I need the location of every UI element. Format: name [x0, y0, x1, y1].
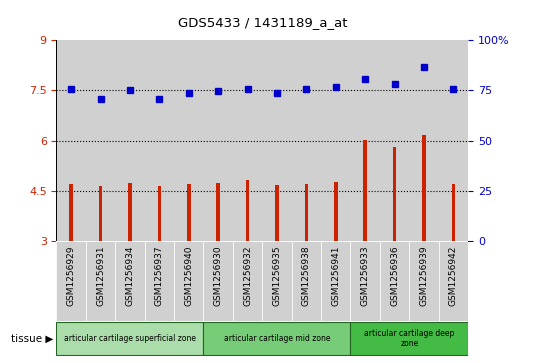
- Bar: [321, 241, 350, 321]
- Bar: [174, 40, 203, 241]
- Text: GDS5433 / 1431189_a_at: GDS5433 / 1431189_a_at: [178, 16, 347, 29]
- Bar: [321, 40, 350, 241]
- Bar: [350, 322, 468, 355]
- Text: GSM1256942: GSM1256942: [449, 245, 458, 306]
- Text: GSM1256929: GSM1256929: [67, 245, 76, 306]
- Bar: [174, 241, 203, 321]
- Bar: [115, 40, 145, 241]
- Text: GSM1256938: GSM1256938: [302, 245, 311, 306]
- Bar: [393, 147, 397, 241]
- Bar: [451, 184, 455, 241]
- Text: GSM1256935: GSM1256935: [272, 245, 281, 306]
- Bar: [275, 185, 279, 241]
- Bar: [233, 40, 262, 241]
- Bar: [115, 241, 145, 321]
- Bar: [203, 40, 233, 241]
- Text: GSM1256930: GSM1256930: [214, 245, 223, 306]
- Text: GSM1256934: GSM1256934: [125, 245, 134, 306]
- Bar: [422, 135, 426, 241]
- Text: articular cartilage superficial zone: articular cartilage superficial zone: [64, 334, 196, 343]
- Bar: [145, 241, 174, 321]
- Bar: [262, 241, 292, 321]
- Bar: [438, 40, 468, 241]
- Bar: [305, 184, 308, 241]
- Text: GSM1256936: GSM1256936: [390, 245, 399, 306]
- Bar: [292, 241, 321, 321]
- Bar: [145, 40, 174, 241]
- Bar: [380, 241, 409, 321]
- Bar: [86, 40, 115, 241]
- Bar: [292, 40, 321, 241]
- Text: GSM1256931: GSM1256931: [96, 245, 105, 306]
- Text: articular cartilage mid zone: articular cartilage mid zone: [224, 334, 330, 343]
- Bar: [158, 186, 161, 241]
- Text: GSM1256941: GSM1256941: [331, 245, 340, 306]
- Bar: [99, 186, 102, 241]
- Bar: [246, 180, 249, 241]
- Text: tissue ▶: tissue ▶: [11, 334, 54, 343]
- Text: GSM1256933: GSM1256933: [360, 245, 370, 306]
- Bar: [56, 322, 203, 355]
- Text: GSM1256937: GSM1256937: [155, 245, 164, 306]
- Bar: [334, 182, 337, 241]
- Bar: [128, 183, 132, 241]
- Bar: [187, 184, 190, 241]
- Bar: [203, 241, 233, 321]
- Bar: [262, 40, 292, 241]
- Bar: [56, 40, 86, 241]
- Bar: [56, 241, 86, 321]
- Bar: [86, 241, 115, 321]
- Bar: [203, 322, 350, 355]
- Text: GSM1256932: GSM1256932: [243, 245, 252, 306]
- Text: articular cartilage deep
zone: articular cartilage deep zone: [364, 329, 455, 348]
- Bar: [216, 183, 220, 241]
- Bar: [350, 241, 380, 321]
- Bar: [438, 241, 468, 321]
- Text: GSM1256940: GSM1256940: [185, 245, 193, 306]
- Bar: [409, 40, 438, 241]
- Bar: [409, 241, 438, 321]
- Bar: [233, 241, 262, 321]
- Text: GSM1256939: GSM1256939: [420, 245, 428, 306]
- Bar: [380, 40, 409, 241]
- Bar: [363, 140, 367, 241]
- Bar: [69, 184, 73, 241]
- Bar: [350, 40, 380, 241]
